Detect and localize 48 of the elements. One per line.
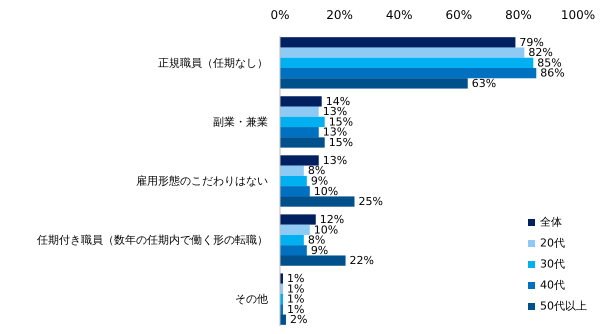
bar (280, 137, 325, 148)
bar (280, 166, 304, 176)
data-label: 2% (290, 313, 308, 326)
x-tick-label: 100% (560, 8, 596, 22)
bar (280, 58, 534, 68)
legend-label: 30代 (540, 258, 565, 270)
bar (280, 186, 310, 196)
bar (280, 68, 536, 78)
x-tick-label: 60% (445, 8, 472, 22)
bar (280, 224, 310, 235)
legend-label: 40代 (540, 278, 565, 292)
data-label: 9% (310, 174, 328, 188)
data-label: 79% (519, 36, 544, 49)
bar (280, 96, 322, 107)
data-label: 14% (326, 94, 350, 108)
data-label: 86% (540, 66, 565, 80)
legend-label: 全体 (540, 216, 562, 228)
data-label: 63% (472, 76, 496, 90)
data-label: 13% (322, 154, 348, 167)
bar (280, 176, 307, 186)
bar (280, 314, 286, 325)
data-label: 22% (350, 254, 374, 268)
y-tick-label: 正規職員（任期なし） (158, 56, 268, 70)
x-tick-label: 20% (326, 8, 353, 22)
y-tick-label: その他 (235, 292, 268, 306)
data-label: 10% (314, 184, 338, 198)
y-tick-label: 雇用形態のこだわりはない (136, 174, 268, 188)
x-tick-label: 0% (270, 8, 290, 22)
legend-label: 50代以上 (540, 300, 587, 312)
data-label: 25% (358, 195, 383, 208)
bar (280, 234, 304, 246)
bar (280, 214, 316, 225)
bar (280, 255, 346, 266)
x-tick-label: 40% (386, 8, 413, 22)
bar (280, 116, 325, 128)
bar (280, 196, 354, 207)
bar (280, 106, 319, 117)
x-tick-label: 80% (505, 8, 532, 22)
y-tick-label: 任期付き職員（数年の任期内で働く形の転職） (36, 234, 268, 247)
bar (280, 37, 516, 48)
bar (280, 47, 524, 58)
bar (280, 245, 307, 256)
legend-label: 20代 (540, 236, 565, 250)
data-label: 8% (308, 164, 326, 178)
bar (280, 127, 319, 138)
bar (280, 78, 468, 89)
bar (280, 155, 319, 166)
y-tick-label: 副業・兼業 (213, 115, 268, 128)
